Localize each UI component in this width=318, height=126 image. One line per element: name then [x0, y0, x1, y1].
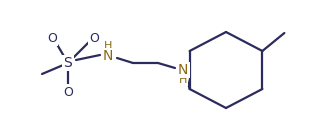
Text: N: N [178, 63, 188, 77]
Text: O: O [89, 32, 99, 44]
Text: O: O [47, 32, 57, 44]
Text: H: H [179, 75, 187, 85]
Text: S: S [64, 56, 73, 70]
Text: H: H [104, 41, 112, 51]
Text: N: N [103, 49, 113, 63]
Text: O: O [63, 86, 73, 99]
